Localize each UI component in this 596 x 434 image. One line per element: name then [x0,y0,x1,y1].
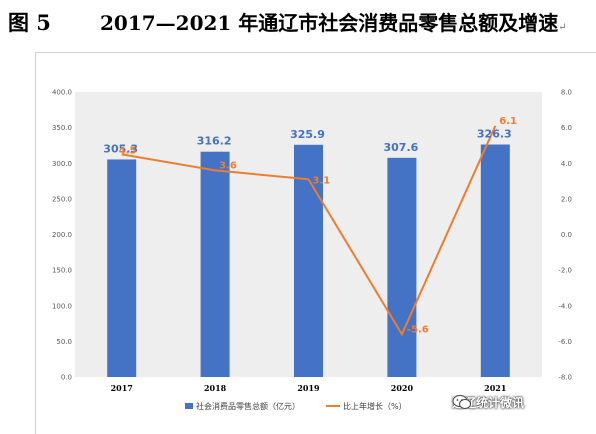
line-value-label: 4.5 [119,145,137,156]
chart-heading: 图 5 2017—2021 年通辽市社会消费品零售总额及增速↵ [8,3,596,39]
left-tick-label: 50.0 [56,338,72,346]
x-tick-label: 2020 [391,383,414,393]
right-tick-label: 6.0 [561,124,572,132]
line-value-label: 6.1 [499,116,517,127]
x-tick-label: 2017 [111,383,133,393]
legend: 社会消费品零售总额（亿元） 比上年增长（%） [185,401,407,411]
chart-area: 0.0 50.0 100.0 150.0 200.0 250.0 300.0 350.0 400… [35,52,596,434]
line-value-label: 3.1 [313,175,331,186]
left-tick-label: 300.0 [52,160,72,168]
right-tick-label: 0.0 [561,231,572,239]
combo-chart: 0.0 50.0 100.0 150.0 200.0 250.0 300.0 350.0 400… [36,53,596,434]
right-tick-label: -2.0 [558,267,572,275]
bar-value-label: 316.2 [197,135,232,148]
left-tick-label: 100.0 [52,302,72,310]
right-tick-label: -6.0 [558,338,572,346]
line-value-label: -5.6 [407,324,429,335]
legend-label-bar: 社会消费品零售总额（亿元） [196,401,300,411]
right-tick-label: 8.0 [561,89,572,97]
right-tick-label: 2.0 [561,195,572,203]
legend-swatch-bar [185,403,193,409]
bar-2018 [201,152,230,377]
chart-title: 2017—2021 年通辽市社会消费品零售总额及增速↵ [100,7,567,36]
left-axis: 0.0 50.0 100.0 150.0 200.0 250.0 300.0 350.0 400… [52,89,72,382]
bar-2021 [481,145,510,377]
bar-2020 [387,158,416,377]
bar-value-label: 307.6 [384,141,419,154]
legend-label-line: 比上年增长（%） [343,401,407,411]
bar-2017 [107,159,136,377]
left-tick-label: 0.0 [61,374,72,382]
right-axis: -8.0 -6.0 -4.0 -2.0 0.0 2.0 4.0 6.0 8.0 [558,89,572,382]
figure-number: 图 5 [8,7,51,37]
line-value-label: 3.6 [219,160,237,171]
x-axis: 2017 2018 2019 2020 2021 [111,383,507,393]
right-tick-label: -4.0 [558,302,572,310]
right-tick-label: 4.0 [561,160,572,168]
left-tick-label: 150.0 [52,267,72,275]
watermark: 通辽统计微讯 [452,394,592,418]
chart-title-text: 2017—2021 年通辽市社会消费品零售总额及增速 [100,11,558,35]
x-tick-label: 2021 [484,383,506,393]
return-mark: ↵ [558,22,566,33]
x-tick-label: 2018 [204,383,227,393]
left-tick-label: 250.0 [52,195,72,203]
bar-value-label: 326.3 [477,128,512,141]
left-tick-label: 350.0 [52,124,72,132]
right-tick-label: -8.0 [558,374,572,382]
left-tick-label: 200.0 [52,231,72,239]
left-tick-label: 400.0 [52,89,72,97]
wechat-icon [452,394,472,410]
bar-value-label: 325.9 [290,128,325,141]
x-tick-label: 2019 [297,383,320,393]
